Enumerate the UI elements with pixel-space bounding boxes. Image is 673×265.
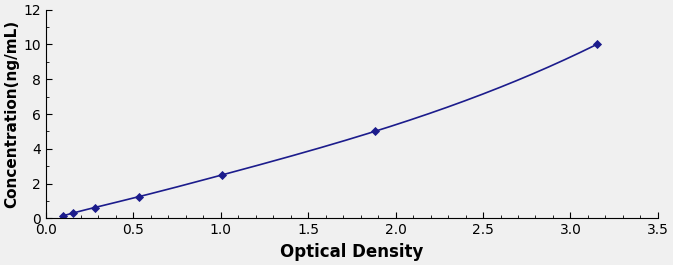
X-axis label: Optical Density: Optical Density — [280, 243, 423, 261]
Y-axis label: Concentration(ng/mL): Concentration(ng/mL) — [4, 20, 19, 208]
